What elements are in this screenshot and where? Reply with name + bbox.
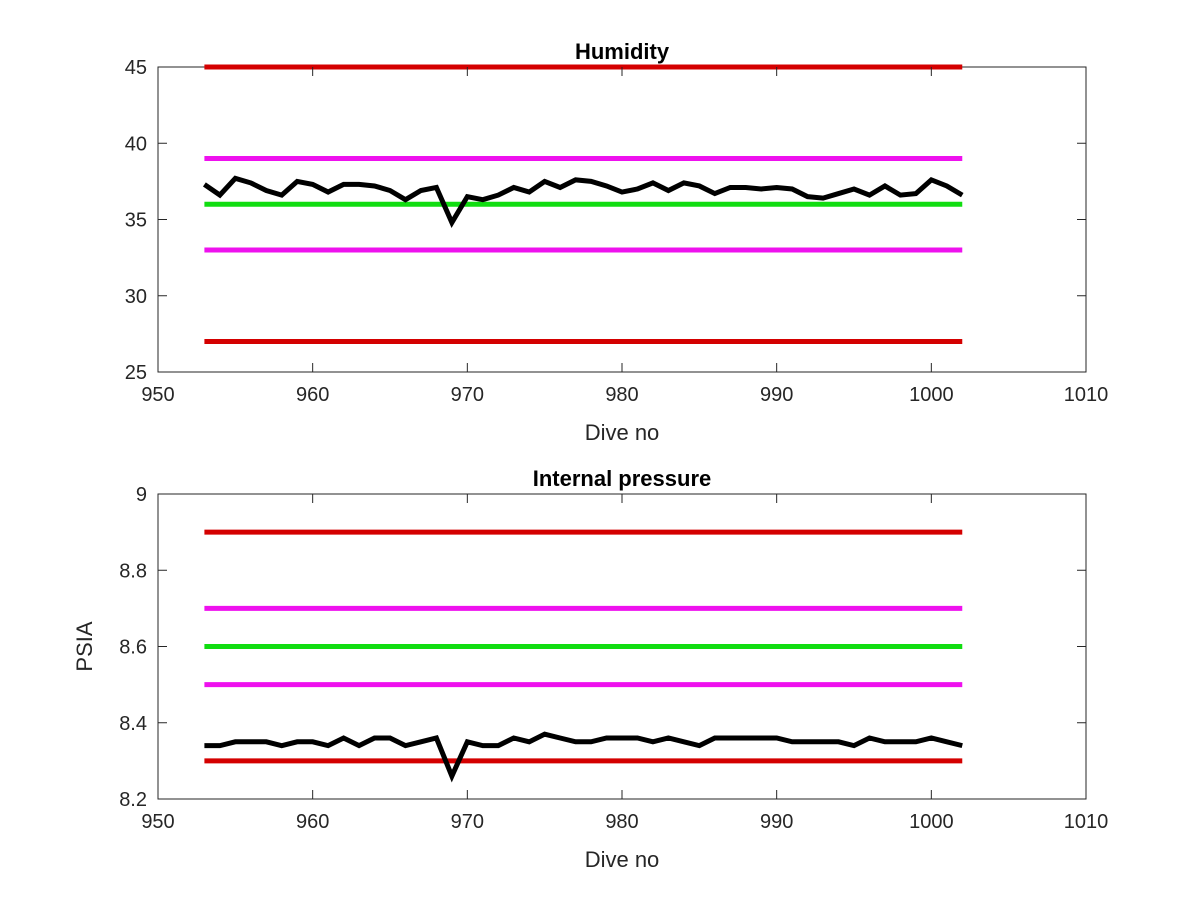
internal-pressure-series-line-0 bbox=[204, 731, 963, 783]
humidity-x-tick-label: 960 bbox=[296, 384, 329, 406]
humidity-series-line-0 bbox=[202, 175, 964, 228]
internal-pressure-series bbox=[204, 731, 963, 783]
humidity-y-tick-label: 40 bbox=[125, 133, 147, 155]
internal-pressure-x-tick-label: 960 bbox=[296, 811, 329, 833]
humidity-ticks: 950 960 970 980 990 1000 1010 25 30 35 40 45 bbox=[125, 57, 1109, 406]
humidity-series bbox=[202, 175, 964, 228]
internal-pressure-y-tick-label: 8.6 bbox=[119, 637, 147, 659]
humidity-plot-area bbox=[157, 66, 1087, 373]
humidity-x-tick-label: 1010 bbox=[1064, 384, 1109, 406]
humidity-chart: 950 960 970 980 990 1000 1010 25 30 35 40 45 Humidi… bbox=[125, 39, 1109, 445]
humidity-x-tick-label: 950 bbox=[141, 384, 174, 406]
internal-pressure-y-tick-label: 8.4 bbox=[119, 713, 147, 735]
internal-pressure-x-tick-label: 970 bbox=[451, 811, 484, 833]
internal-pressure-y-axis-label: PSIA bbox=[72, 621, 97, 671]
internal-pressure-chart-title: Internal pressure bbox=[533, 466, 712, 491]
internal-pressure-ticks: 950 960 970 980 990 1000 1010 8.2 8.4 8.6 8.8 9 bbox=[119, 484, 1108, 833]
internal-pressure-y-tick-label: 8.8 bbox=[119, 560, 147, 582]
internal-pressure-x-axis-label: Dive no bbox=[585, 847, 660, 872]
humidity-x-axis-label: Dive no bbox=[585, 420, 660, 445]
internal-pressure-x-tick-label: 950 bbox=[141, 811, 174, 833]
humidity-reference-lines bbox=[204, 64, 963, 344]
internal-pressure-x-tick-label: 1000 bbox=[909, 811, 954, 833]
humidity-y-tick-label: 35 bbox=[125, 210, 147, 232]
humidity-x-tick-label: 1000 bbox=[909, 384, 954, 406]
internal-pressure-reference-lines bbox=[204, 529, 963, 764]
humidity-x-tick-label: 980 bbox=[605, 384, 638, 406]
internal-pressure-chart: 950 960 970 980 990 1000 1010 8.2 8.4 8.6 8.8 9 Int… bbox=[72, 466, 1108, 872]
internal-pressure-y-tick-label: 8.2 bbox=[119, 789, 147, 811]
humidity-x-tick-label: 970 bbox=[451, 384, 484, 406]
humidity-y-tick-label: 30 bbox=[125, 286, 147, 308]
internal-pressure-x-tick-label: 980 bbox=[605, 811, 638, 833]
internal-pressure-x-tick-label: 1010 bbox=[1064, 811, 1109, 833]
humidity-y-tick-label: 45 bbox=[125, 57, 147, 79]
humidity-x-tick-label: 990 bbox=[760, 384, 793, 406]
internal-pressure-x-tick-label: 990 bbox=[760, 811, 793, 833]
humidity-y-tick-label: 25 bbox=[125, 362, 147, 384]
internal-pressure-y-tick-label: 9 bbox=[136, 484, 147, 506]
humidity-chart-title: Humidity bbox=[575, 39, 670, 64]
